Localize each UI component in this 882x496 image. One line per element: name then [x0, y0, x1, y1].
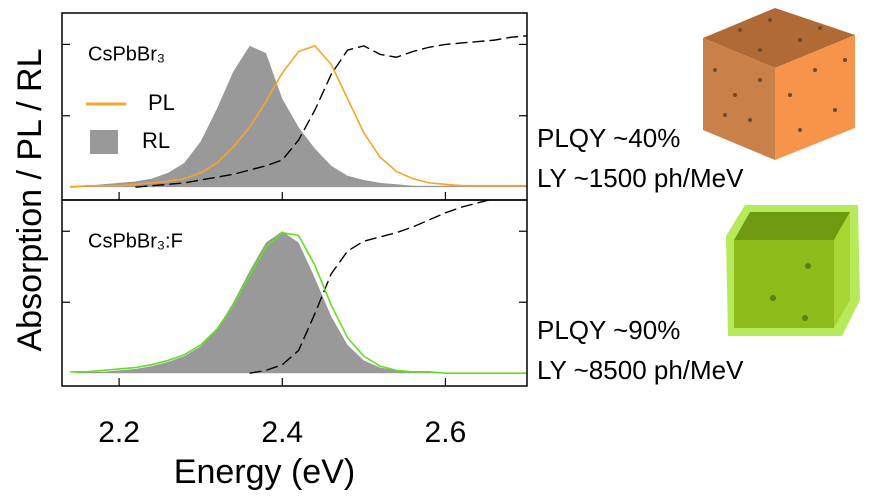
x-tick-label: 2.6 — [425, 416, 467, 449]
dashed-line — [249, 200, 492, 374]
line — [70, 44, 527, 188]
plot-area — [70, 200, 527, 375]
annotation: LY ~1500 ph/MeV — [537, 163, 744, 193]
legend-swatch — [90, 130, 118, 154]
panel-label: CsPbBr₃ — [88, 43, 165, 65]
y-axis-label: Absorption / PL / RL — [11, 48, 49, 351]
cube-brown — [703, 8, 855, 160]
annotation: PLQY ~40% — [537, 123, 680, 153]
plot-frame — [61, 199, 528, 387]
x-axis-label: Energy (eV) — [174, 453, 355, 491]
dashed-line — [135, 35, 527, 188]
plot-area — [70, 35, 527, 188]
area — [70, 45, 527, 188]
cube-green — [726, 205, 860, 336]
area — [70, 231, 527, 374]
legend-label: PL — [148, 90, 175, 115]
panel-label: CsPbBr₃:F — [88, 230, 183, 252]
annotation: LY ~8500 ph/MeV — [537, 355, 744, 385]
x-tick-label: 2.2 — [98, 416, 140, 449]
legend-label: RL — [142, 128, 170, 153]
line — [70, 231, 527, 375]
x-tick-label: 2.4 — [261, 416, 303, 449]
annotation: PLQY ~90% — [537, 315, 680, 345]
